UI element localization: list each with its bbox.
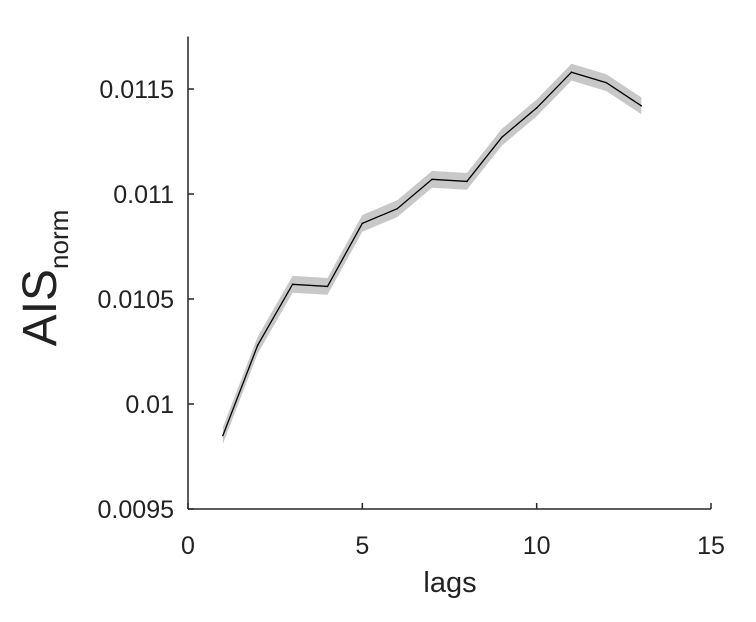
data-point xyxy=(570,71,573,73)
data-point xyxy=(605,81,608,84)
y-tick-label: 0.0095 xyxy=(98,496,174,524)
x-tick-label: 0 xyxy=(181,532,195,560)
y-tick-label: 0.011 xyxy=(113,181,174,209)
y-axis-title-subscript: norm xyxy=(44,210,74,269)
data-point xyxy=(256,344,259,347)
confidence-band xyxy=(222,63,642,444)
y-ticks: 0.0095 0.01 0.0105 0.011 0.0115 xyxy=(98,76,194,524)
y-tick-label: 0.0115 xyxy=(99,76,174,104)
data-point xyxy=(431,178,433,181)
x-tick-label: 5 xyxy=(355,532,369,560)
data-point xyxy=(326,285,329,288)
data-point xyxy=(291,283,294,286)
data-point xyxy=(501,136,503,139)
data-point xyxy=(640,105,643,107)
x-ticks: 0 5 10 15 xyxy=(181,503,725,560)
y-axis-title-main: AIS xyxy=(14,269,67,346)
data-point xyxy=(535,107,538,109)
plot-area xyxy=(222,63,643,444)
x-axis-title: lags xyxy=(423,567,476,599)
x-tick-label: 10 xyxy=(523,532,551,560)
axes xyxy=(187,36,711,510)
series-line xyxy=(222,71,642,436)
data-point xyxy=(222,434,224,437)
data-point xyxy=(396,207,399,210)
x-tick-label: 15 xyxy=(697,532,725,560)
y-tick-label: 0.01 xyxy=(125,391,174,419)
y-tick-label: 0.0105 xyxy=(98,286,174,314)
data-point xyxy=(466,180,468,183)
y-axis-title: AISnorm xyxy=(14,210,74,347)
data-point xyxy=(361,222,364,225)
